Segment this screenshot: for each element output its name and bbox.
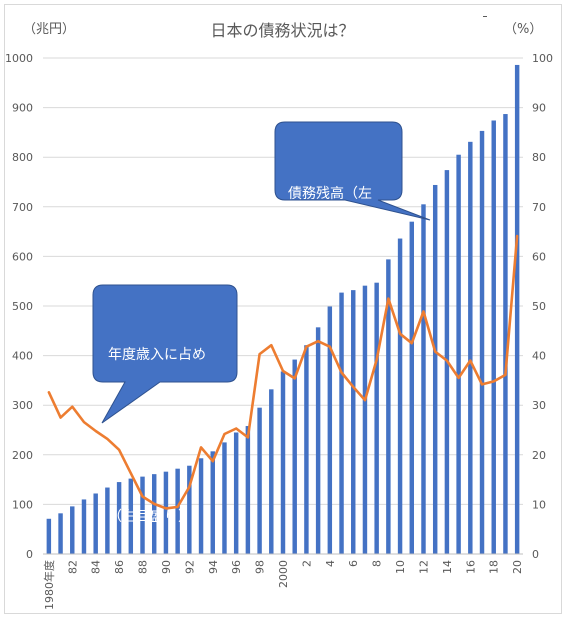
right-tick-label: 40 [532, 350, 546, 363]
bar [292, 359, 297, 554]
right-tick-label: 10 [532, 498, 546, 511]
x-tick-label: 84 [90, 560, 103, 574]
bar [386, 259, 391, 554]
right-tick-label: 60 [532, 250, 546, 263]
ratio-callout-line-2: る国債の割合 [108, 428, 192, 444]
right-axis-unit: （%） [504, 22, 543, 37]
right-tick-label: 80 [532, 151, 546, 164]
left-tick-label: 900 [12, 102, 33, 115]
bar [210, 451, 215, 554]
left-tick-label: 1000 [5, 52, 33, 65]
bar [351, 290, 356, 554]
x-tick-label: 8 [371, 560, 384, 567]
left-tick-label: 600 [12, 250, 33, 263]
debt-callout-line-1: 債務残高（左 [288, 186, 372, 202]
x-tick-label: 16 [464, 560, 477, 574]
x-tick-label: 92 [183, 560, 196, 574]
left-tick-label: 300 [12, 399, 33, 412]
bar [233, 432, 239, 554]
bar [397, 238, 403, 554]
bar [58, 513, 63, 554]
bar [304, 345, 309, 554]
bar [269, 389, 274, 554]
left-tick-label: 800 [12, 151, 33, 164]
bar [503, 114, 508, 554]
left-tick-label: 100 [12, 498, 33, 511]
bar [432, 184, 438, 554]
x-tick-label: 88 [137, 560, 150, 574]
bar [222, 442, 227, 554]
bar [151, 474, 157, 554]
right-tick-label: 0 [532, 548, 539, 561]
left-axis-unit: （兆円） [23, 22, 76, 37]
bar [93, 493, 98, 554]
bar [105, 487, 110, 554]
bar [140, 476, 145, 554]
small-dash-mark [483, 16, 487, 17]
chart-title: 日本の債務状況は？ [210, 21, 355, 40]
left-tick-label: 0 [26, 548, 33, 561]
ratio-callout-line-3: （右目盛り） [108, 509, 192, 525]
x-tick-label: 86 [113, 560, 126, 574]
left-tick-label: 500 [12, 300, 33, 313]
bar [163, 471, 169, 554]
x-tick-label: 10 [394, 560, 407, 574]
bar [339, 292, 344, 554]
bar [374, 282, 379, 554]
bar [362, 285, 368, 554]
bar [257, 407, 262, 554]
debt-callout-text: 債務残高（左 目盛り [288, 127, 372, 343]
bar [175, 468, 180, 554]
x-tick-label: 98 [254, 560, 267, 574]
left-tick-label: 200 [12, 449, 33, 462]
right-tick-label: 30 [532, 399, 546, 412]
bar [409, 221, 415, 554]
x-tick-label: 6 [347, 560, 360, 567]
x-tick-label: 96 [230, 560, 243, 574]
ratio-line [47, 234, 519, 510]
bar [81, 499, 87, 554]
ratio-callout-text: 年度歳入に占め る国債の割合 （右目盛り） [108, 288, 206, 585]
bar [491, 120, 496, 554]
debt-callout-line-2: 目盛り [288, 267, 330, 283]
right-tick-label: 90 [532, 102, 546, 115]
bar [514, 64, 520, 554]
x-tick-label: 14 [441, 560, 454, 574]
bar [46, 518, 52, 554]
bar [187, 465, 192, 554]
bar [245, 426, 251, 554]
ratio-callout-line-1: 年度歳入に占め [108, 347, 206, 363]
bar [327, 306, 333, 554]
x-tick-label: 2000 [277, 560, 290, 588]
left-tick-label: 700 [12, 201, 33, 214]
debt-callout-shape [274, 121, 431, 221]
bar [456, 154, 461, 554]
bar [128, 478, 134, 554]
x-tick-label: 82 [66, 560, 79, 574]
bar [468, 141, 473, 554]
right-tick-label: 100 [532, 52, 553, 65]
bar [70, 506, 75, 554]
x-tick-label: 4 [324, 560, 337, 567]
x-tick-label: 94 [207, 560, 220, 574]
bar [421, 204, 426, 554]
bar [116, 482, 122, 554]
right-tick-label: 70 [532, 201, 546, 214]
x-tick-label: 2 [300, 560, 313, 567]
bar [280, 371, 286, 554]
right-tick-label: 50 [532, 300, 546, 313]
ratio-callout-shape [92, 284, 238, 424]
x-tick-label: 1980年度 [42, 560, 56, 610]
x-tick-label: 90 [160, 560, 173, 574]
x-tick-label: 18 [488, 560, 501, 574]
bar [479, 130, 485, 555]
right-tick-label: 20 [532, 449, 546, 462]
bar [198, 458, 204, 554]
left-tick-label: 400 [12, 350, 33, 363]
bar [315, 327, 321, 554]
x-tick-label: 20 [511, 560, 524, 574]
x-tick-label: 12 [417, 560, 430, 574]
